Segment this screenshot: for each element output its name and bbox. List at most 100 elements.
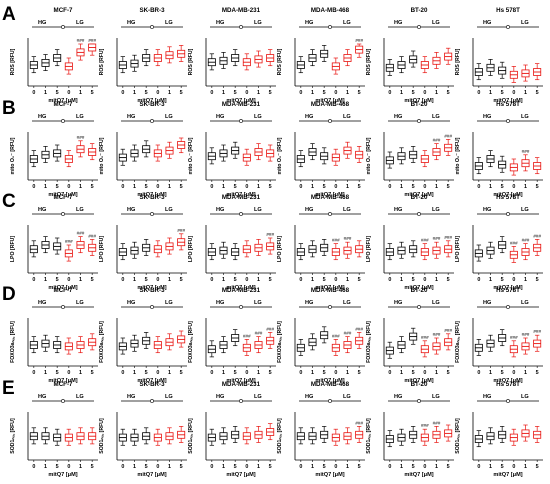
group-label-lg: LG [165,394,173,400]
group-label-lg: LG [432,114,440,120]
x-tick-label: 5 [56,370,59,376]
y-axis-label: LPO [RFU] [366,236,372,262]
y-axis-label: ROS [RFU] [99,48,105,75]
x-axis-label: mitQ7 [μM] [137,378,166,384]
group-label-hg: HG [127,20,135,26]
x-tick-label: 1 [400,464,403,470]
group-label-hg: HG [216,300,224,306]
x-tick-label: 1 [524,464,527,470]
x-axis-label: mitQ7 [μM] [226,98,255,104]
x-tick-label: 5 [323,90,326,96]
x-tick-label: 5 [358,464,361,470]
x-tick-label: 5 [145,184,148,190]
x-tick-label: 5 [358,370,361,376]
significance-mark: ### [421,238,429,243]
panel-title: MCF-7 [54,287,73,294]
group-label-hg: HG [305,394,313,400]
x-tick-label: 0 [477,370,480,376]
group-divider-marker [239,305,243,309]
group-divider-marker [150,305,154,309]
x-tick-label: 5 [91,370,94,376]
x-tick-label: 5 [412,277,415,283]
x-tick-label: 0 [388,464,391,470]
panel-title: MDA-MB-231 [222,194,261,201]
panel-title: MCF-7 [54,101,73,108]
x-tick-label: 5 [269,370,272,376]
x-tick-label: 1 [311,277,314,283]
x-tick-label: 1 [257,90,260,96]
group-divider-marker [61,119,65,123]
x-tick-label: 5 [358,184,361,190]
group-divider-marker [61,25,65,29]
x-tick-label: 5 [536,277,539,283]
x-tick-label: 5 [91,464,94,470]
y-axis-label: ROS [RFU] [277,48,283,75]
panel-title: MDA-MB-231 [222,287,261,294]
x-tick-label: 5 [269,277,272,283]
y-axis-label: ROS [RFU] [455,48,461,75]
x-tick-label: 0 [32,370,35,376]
x-tick-label: 1 [257,370,260,376]
x-tick-label: 5 [56,277,59,283]
panel-title: Hs 578T [496,101,520,108]
x-tick-label: 0 [156,464,159,470]
x-tick-label: 0 [299,184,302,190]
x-axis-label: mitQ7 [μM] [137,472,166,478]
x-tick-label: 1 [489,370,492,376]
group-divider-marker [506,399,510,403]
x-tick-label: 1 [168,464,171,470]
x-tick-label: 5 [536,370,539,376]
y-axis-label: ROS [RFU] [188,48,194,75]
x-tick-label: 0 [210,184,213,190]
x-tick-label: 5 [536,464,539,470]
group-label-lg: LG [432,207,440,213]
group-divider-marker [150,25,154,29]
x-axis-label: mitQ7 [μM] [493,98,522,104]
group-label-hg: HG [305,300,313,306]
x-axis-label: mitQ7 [μM] [315,378,344,384]
group-label-lg: LG [343,114,351,120]
significance-mark: ### [444,328,452,333]
x-tick-label: 0 [67,184,70,190]
group-divider-marker [328,399,332,403]
x-axis-label: mitQ7 [μM] [404,472,433,478]
group-label-lg: LG [432,394,440,400]
panel-title: MDA-MB-231 [222,101,261,108]
significance-mark: ### [266,326,274,331]
group-label-lg: LG [254,207,262,213]
x-tick-label: 1 [133,90,136,96]
significance-mark: ### [77,38,85,43]
x-tick-label: 1 [524,184,527,190]
x-tick-label: 1 [168,370,171,376]
panel-title: MDA-MB-468 [311,194,350,201]
panel-title: SK-BR-3 [139,381,165,388]
panel-title: Hs 578T [496,381,520,388]
x-tick-label: 1 [346,90,349,96]
significance-mark: ### [433,420,441,425]
x-tick-label: 5 [447,90,450,96]
x-tick-label: 0 [477,277,480,283]
group-label-lg: LG [76,207,84,213]
x-tick-label: 5 [501,277,504,283]
panel-title: MCF-7 [54,381,73,388]
panel-title: MDA-MB-468 [311,381,350,388]
x-tick-label: 5 [180,370,183,376]
x-tick-label: 1 [524,277,527,283]
x-tick-label: 1 [400,184,403,190]
group-divider-marker [239,212,243,216]
x-tick-label: 1 [133,370,136,376]
x-tick-label: 5 [501,370,504,376]
panel-title: BT-20 [411,194,428,201]
group-divider-marker [328,212,332,216]
y-axis-label: FOXO3aₙᵤ꜀ [RFU] [99,321,105,363]
y-axis-label: LPO [RFU] [455,236,461,262]
x-tick-label: 0 [210,90,213,96]
x-tick-label: 5 [56,184,59,190]
panel-title: SK-BR-3 [139,287,165,294]
x-tick-label: 5 [412,184,415,190]
x-tick-label: 1 [257,464,260,470]
x-tick-label: 5 [91,90,94,96]
x-tick-label: 0 [388,184,391,190]
x-tick-label: 5 [180,277,183,283]
x-tick-label: 0 [423,370,426,376]
